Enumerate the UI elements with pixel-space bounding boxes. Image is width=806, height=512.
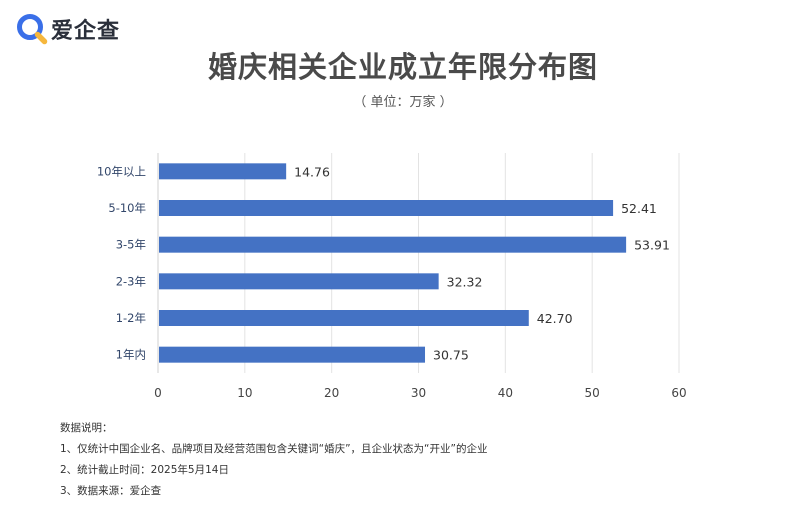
x-tick-label: 50 bbox=[585, 386, 600, 400]
notes-item-3: 3、数据来源：爱企查 bbox=[60, 485, 162, 497]
chart-title: 婚庆相关企业成立年限分布图 bbox=[207, 50, 598, 84]
data-label: 32.32 bbox=[447, 274, 483, 289]
bar bbox=[159, 200, 614, 216]
data-label: 14.76 bbox=[294, 164, 330, 179]
x-tick-label: 60 bbox=[671, 386, 686, 400]
data-label: 42.70 bbox=[537, 311, 573, 326]
notes-item-2: 2、统计截止时间：2025年5月14日 bbox=[60, 464, 229, 476]
data-notes: 数据说明： 1、仅统计中国企业名、品牌项目及经营范围包含关键词“婚庆”，且企业状… bbox=[60, 418, 487, 502]
notes-heading: 数据说明： bbox=[60, 422, 113, 434]
bar bbox=[159, 236, 627, 253]
bar bbox=[159, 273, 439, 290]
bar bbox=[159, 310, 529, 326]
brand-name: 爱企查 bbox=[51, 19, 121, 44]
magnifier-logo-icon bbox=[17, 14, 48, 45]
category-label: 5-10年 bbox=[108, 201, 146, 215]
x-tick-label: 20 bbox=[324, 386, 339, 400]
x-tick-label: 30 bbox=[411, 386, 426, 400]
data-label: 53.91 bbox=[634, 238, 670, 253]
category-label: 3-5年 bbox=[116, 238, 146, 252]
chart-unit: （ 单位：万家 ） bbox=[353, 95, 453, 110]
bar bbox=[159, 346, 426, 363]
brand-logo: 爱企查 bbox=[16, 12, 120, 46]
data-label: 52.41 bbox=[621, 201, 657, 216]
data-label: 30.75 bbox=[433, 348, 469, 363]
x-tick-label: 40 bbox=[498, 386, 513, 400]
x-tick-label: 0 bbox=[154, 386, 162, 400]
bar bbox=[159, 163, 287, 180]
category-label: 1年内 bbox=[116, 348, 146, 362]
category-label: 1-2年 bbox=[116, 311, 146, 325]
x-tick-label: 10 bbox=[237, 386, 252, 400]
category-label: 2-3年 bbox=[116, 274, 146, 288]
category-label: 10年以上 bbox=[97, 164, 146, 178]
notes-item-1: 1、仅统计中国企业名、品牌项目及经营范围包含关键词“婚庆”，且企业状态为“开业”… bbox=[60, 443, 488, 455]
